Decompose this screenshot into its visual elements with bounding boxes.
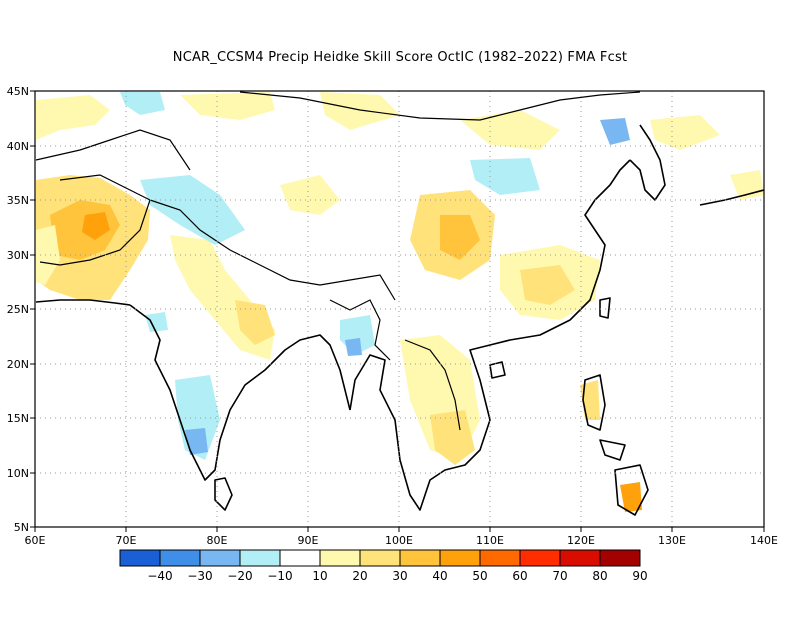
skill-region-tibet: [280, 175, 340, 215]
lat-label: 15N: [7, 412, 29, 425]
colorbar-label: 40: [432, 569, 447, 583]
lon-label: 110E: [476, 534, 504, 547]
skill-region-central-asia: [180, 92, 275, 120]
india-coastline: [129, 304, 351, 481]
skill-region-sw-india-core: [185, 428, 208, 455]
lon-label: 120E: [567, 534, 595, 547]
colorbar-label: 20: [352, 569, 367, 583]
skill-region-japan: [730, 170, 764, 200]
skill-region-north-west: [36, 95, 110, 140]
skill-region-iran-west: [36, 225, 60, 285]
longitude-labels: 60E 70E 80E 90E 100E 110E 120E 130E 140E: [25, 534, 778, 547]
skill-region-pakistan-neg: [145, 312, 168, 332]
colorbar-label: −30: [187, 569, 212, 583]
korea-coastline: [629, 124, 666, 201]
colorbar-label: 80: [592, 569, 607, 583]
coastlines: [35, 124, 764, 516]
lat-label: 40N: [7, 140, 29, 153]
indochina-coastline: [349, 159, 631, 511]
lon-label: 100E: [385, 534, 413, 547]
colorbar-label: −10: [267, 569, 292, 583]
skill-region-tarim-neg: [140, 175, 245, 245]
lat-label: 25N: [7, 303, 29, 316]
skill-region-cambodia: [430, 410, 475, 465]
lon-label: 140E: [750, 534, 778, 547]
skill-region-north-china: [460, 110, 560, 150]
skill-region-korea-neg: [600, 118, 630, 145]
colorbar-label: 30: [392, 569, 407, 583]
skill-region-sichuan-core: [440, 215, 480, 260]
colorbar-swatch: [119, 549, 161, 567]
mindanao: [614, 464, 649, 516]
border-himalaya: [149, 199, 396, 301]
hainan: [489, 361, 506, 379]
lat-label: 35N: [7, 194, 29, 207]
colorbar-label: 70: [552, 569, 567, 583]
colorbar-label: 50: [472, 569, 487, 583]
lat-label: 30N: [7, 249, 29, 262]
latitude-labels: 45N 40N 35N 30N 25N 20N 15N 10N 5N: [7, 85, 29, 534]
lon-label: 90E: [298, 534, 319, 547]
skill-region-afghanistan-peak: [82, 212, 110, 240]
skill-region-east-sea: [650, 115, 720, 150]
lon-label: 60E: [25, 534, 46, 547]
colorbar-swatch: [519, 549, 561, 567]
visayas: [599, 439, 626, 461]
taiwan: [599, 297, 611, 319]
colorbar-swatch: [359, 549, 401, 567]
colorbar-swatch: [559, 549, 601, 567]
border-china-north: [239, 91, 641, 121]
colorbar-swatch: [159, 549, 201, 567]
skill-region-qinghai-neg: [470, 158, 540, 195]
colorbar-swatch: [279, 549, 321, 567]
border-afghan-pak: [39, 174, 151, 266]
colorbar-label: 90: [632, 569, 647, 583]
skill-region-mindanao: [620, 482, 642, 512]
shaded-skill-regions: [36, 92, 764, 512]
lat-label: 10N: [7, 467, 29, 480]
colorbar-swatch: [319, 549, 361, 567]
colorbar-swatch: [399, 549, 441, 567]
skill-region-kazakhstan-neg: [120, 92, 165, 115]
colorbar-swatch: [199, 549, 241, 567]
skill-region-central-india: [235, 300, 275, 345]
japan-coastline: [699, 189, 764, 206]
grid-lines: [35, 91, 764, 527]
colorbar-label: −40: [147, 569, 172, 583]
country-borders: [35, 91, 641, 431]
border-central-asia: [35, 129, 191, 171]
colorbar-swatch: [239, 549, 281, 567]
lat-label: 45N: [7, 85, 29, 98]
lon-label: 130E: [658, 534, 686, 547]
colorbar: −40 −30 −20 −10 10 20 30 40 50 60 70 80 90: [119, 549, 648, 583]
lat-label: 5N: [14, 521, 29, 534]
luzon: [582, 374, 606, 431]
colorbar-label: 10: [312, 569, 327, 583]
colorbar-label: 60: [512, 569, 527, 583]
lon-label: 80E: [207, 534, 228, 547]
lon-label: 70E: [116, 534, 137, 547]
skill-region-south-china-core: [520, 265, 575, 305]
colorbar-swatch: [479, 549, 521, 567]
border-laos-vietnam: [404, 339, 461, 431]
colorbar-label: −20: [227, 569, 252, 583]
tick-marks: [30, 90, 765, 532]
border-burma: [329, 299, 391, 361]
skill-region-mongolia: [320, 92, 400, 130]
map-title: NCAR_CCSM4 Precip Heidke Skill Score Oct…: [172, 50, 628, 65]
skill-region-burma-core: [345, 338, 362, 356]
colorbar-swatch: [599, 549, 641, 567]
arabian-coast: [35, 299, 131, 306]
sri-lanka: [214, 477, 233, 511]
lat-label: 20N: [7, 358, 29, 371]
colorbar-swatch: [439, 549, 481, 567]
